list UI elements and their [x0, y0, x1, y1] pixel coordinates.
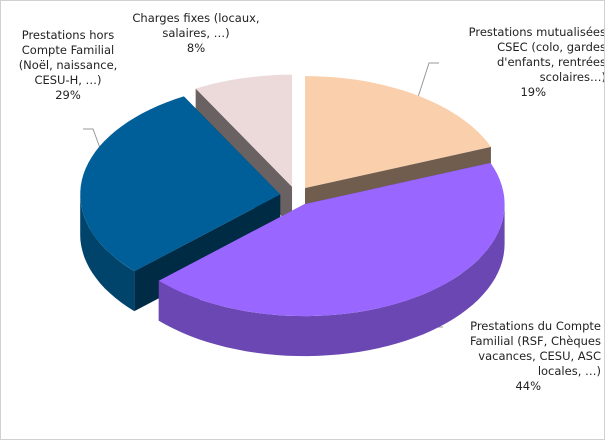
category-label: Charges fixes (locaux, salaires, …): [132, 11, 260, 40]
category-label: Prestations hors Compte Familial (Noël, …: [18, 28, 118, 87]
value-label: 19%: [520, 85, 546, 99]
category-label: Prestations du Compte Familial (RSF, Chè…: [469, 319, 601, 378]
value-label: 44%: [515, 379, 541, 393]
slice: [304, 76, 491, 189]
category-label: Prestations mutualisées CSEC (colo, gard…: [468, 25, 605, 84]
slice-side: [80, 194, 135, 312]
value-label: 8%: [186, 41, 206, 55]
slice-label: Prestations mutualisées CSEC (colo, gard…: [416, 25, 605, 100]
slice-side: [158, 204, 505, 357]
slice-label: Prestations du Compte Familial (RSF, Chè…: [421, 319, 601, 394]
slice: [80, 96, 281, 272]
slice: [158, 162, 505, 317]
slice-label: Charges fixes (locaux, salaires, …) 8%: [116, 11, 276, 56]
slice-label: Prestations hors Compte Familial (Noël, …: [3, 28, 133, 103]
slice: [195, 74, 293, 187]
pie: [80, 74, 505, 357]
value-label: 29%: [55, 88, 81, 102]
